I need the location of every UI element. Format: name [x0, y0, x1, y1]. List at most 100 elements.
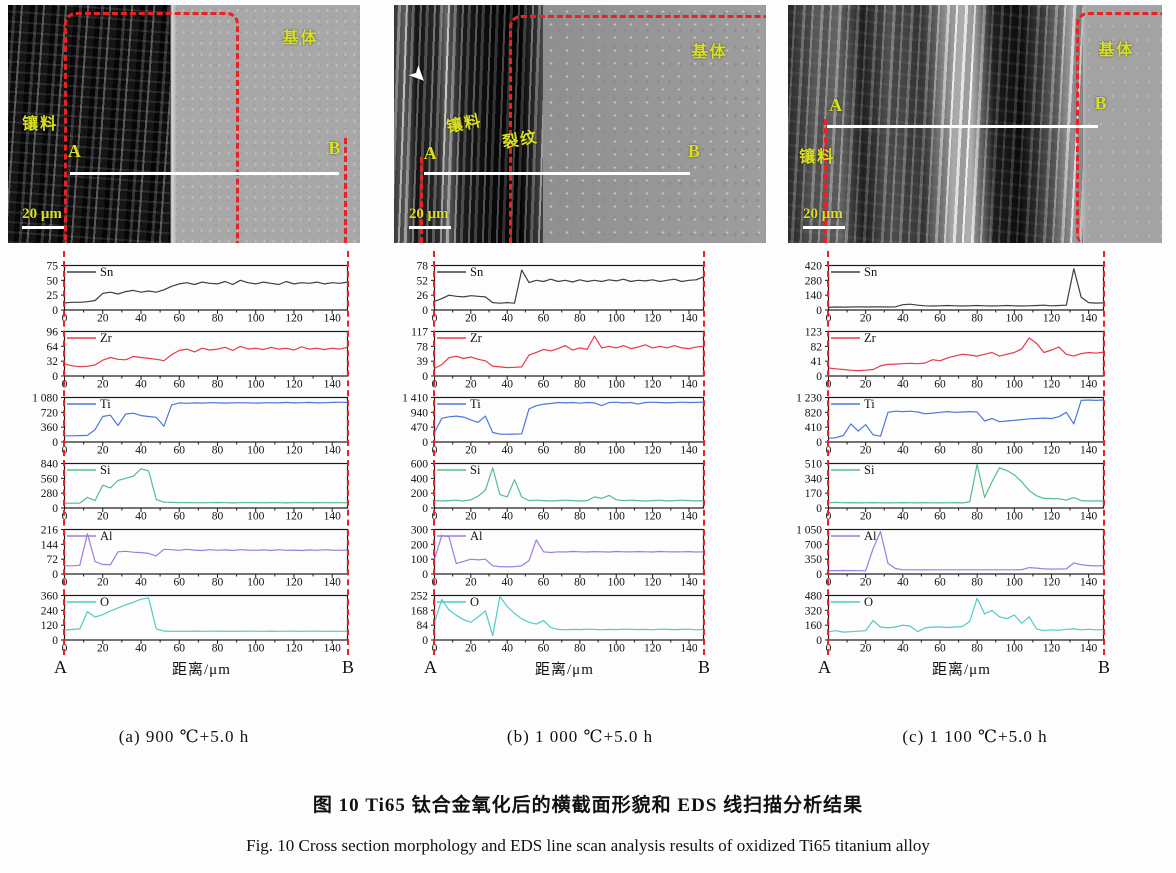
panel-c-caption: (c) 1 100 ℃+5.0 h — [902, 727, 1048, 746]
svg-text:0: 0 — [422, 503, 428, 515]
svg-text:123: 123 — [805, 327, 823, 339]
point-a-label: A — [829, 95, 843, 116]
svg-text:0: 0 — [52, 503, 58, 515]
svg-text:Ti: Ti — [864, 397, 875, 411]
svg-text:0: 0 — [422, 305, 428, 317]
svg-text:140: 140 — [324, 445, 342, 456]
svg-text:26: 26 — [417, 290, 429, 302]
svg-text:100: 100 — [247, 313, 265, 324]
svg-text:40: 40 — [897, 379, 909, 390]
svg-text:0: 0 — [816, 635, 822, 647]
svg-text:40: 40 — [135, 643, 147, 654]
projection-line-right — [703, 251, 705, 655]
scale-text: 20 μm — [22, 205, 62, 222]
svg-text:20: 20 — [465, 445, 477, 456]
svg-text:60: 60 — [934, 445, 946, 456]
svg-text:120: 120 — [644, 313, 662, 324]
svg-text:0: 0 — [52, 305, 58, 317]
svg-text:20: 20 — [97, 379, 109, 390]
svg-text:20: 20 — [465, 313, 477, 324]
sem-mount-texture — [8, 5, 170, 243]
svg-text:120: 120 — [285, 511, 303, 522]
svg-text:120: 120 — [285, 577, 303, 588]
svg-text:1 410: 1 410 — [402, 393, 428, 405]
svg-text:80: 80 — [574, 511, 586, 522]
svg-text:78: 78 — [417, 341, 429, 353]
svg-text:80: 80 — [574, 643, 586, 654]
point-b-label: B — [328, 138, 341, 159]
svg-text:50: 50 — [47, 275, 59, 287]
svg-text:280: 280 — [805, 275, 823, 287]
svg-text:40: 40 — [135, 313, 147, 324]
svg-text:120: 120 — [285, 379, 303, 390]
svg-text:0: 0 — [816, 371, 822, 383]
svg-text:40: 40 — [501, 445, 513, 456]
svg-text:20: 20 — [465, 379, 477, 390]
svg-text:60: 60 — [173, 379, 185, 390]
svg-text:840: 840 — [41, 459, 59, 471]
svg-text:Si: Si — [864, 463, 875, 477]
svg-text:20: 20 — [860, 379, 872, 390]
svg-text:0: 0 — [816, 503, 822, 515]
scale-bar-line — [408, 225, 451, 229]
svg-text:100: 100 — [1006, 577, 1024, 588]
svg-text:340: 340 — [805, 473, 823, 485]
svg-text:120: 120 — [1043, 379, 1061, 390]
svg-text:60: 60 — [934, 643, 946, 654]
svg-text:140: 140 — [680, 511, 698, 522]
dashed-region-line — [344, 138, 348, 243]
matrix-label: 基体 — [282, 30, 319, 48]
svg-text:216: 216 — [41, 525, 59, 537]
svg-text:200: 200 — [411, 539, 429, 551]
svg-text:120: 120 — [644, 643, 662, 654]
scan-line — [69, 171, 339, 175]
svg-text:140: 140 — [1080, 445, 1098, 456]
svg-text:80: 80 — [212, 643, 224, 654]
svg-text:360: 360 — [41, 422, 59, 434]
svg-text:40: 40 — [135, 379, 147, 390]
sem-braze-texture — [788, 5, 1084, 243]
matrix-label: 基体 — [691, 44, 728, 62]
svg-text:40: 40 — [897, 577, 909, 588]
svg-text:252: 252 — [411, 591, 429, 603]
svg-text:160: 160 — [805, 620, 823, 632]
svg-text:0: 0 — [422, 371, 428, 383]
svg-text:560: 560 — [41, 473, 59, 485]
svg-text:140: 140 — [324, 379, 342, 390]
svg-text:0: 0 — [52, 569, 58, 581]
svg-text:820: 820 — [805, 407, 823, 419]
sem-matrix-texture — [542, 5, 766, 243]
svg-text:Zr: Zr — [470, 331, 483, 345]
svg-text:60: 60 — [173, 577, 185, 588]
svg-text:420: 420 — [805, 261, 823, 273]
svg-text:80: 80 — [574, 445, 586, 456]
svg-text:100: 100 — [411, 554, 429, 566]
svg-text:80: 80 — [971, 511, 983, 522]
svg-text:280: 280 — [41, 488, 59, 500]
svg-text:40: 40 — [135, 511, 147, 522]
svg-text:75: 75 — [47, 261, 59, 273]
svg-text:140: 140 — [1080, 577, 1098, 588]
svg-text:480: 480 — [805, 591, 823, 603]
dashed-region-box — [509, 14, 766, 243]
svg-text:300: 300 — [411, 525, 429, 537]
svg-text:Al: Al — [470, 529, 483, 543]
svg-text:Sn: Sn — [864, 265, 878, 279]
svg-text:80: 80 — [971, 577, 983, 588]
svg-text:140: 140 — [680, 379, 698, 390]
point-a-label: A — [67, 140, 81, 161]
svg-text:20: 20 — [465, 643, 477, 654]
axis-point-b: B — [342, 657, 355, 677]
svg-text:940: 940 — [411, 407, 429, 419]
svg-text:140: 140 — [324, 577, 342, 588]
svg-text:100: 100 — [608, 643, 626, 654]
point-b-label: B — [1094, 93, 1107, 114]
